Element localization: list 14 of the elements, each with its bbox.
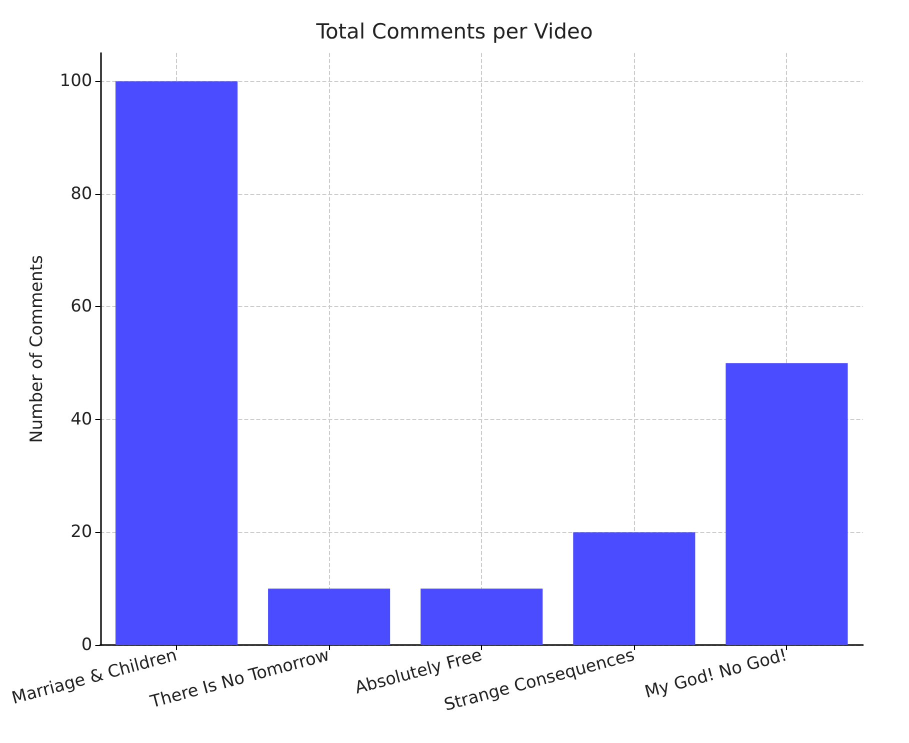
x-tick-label: My God! No God! xyxy=(642,645,790,703)
y-tick-label: 100 xyxy=(60,71,92,92)
bar xyxy=(420,588,543,645)
y-tick-label: 0 xyxy=(81,635,92,655)
y-axis-title: Number of Comments xyxy=(26,255,47,443)
y-tick-label: 60 xyxy=(70,296,92,317)
y-tick-label: 80 xyxy=(70,184,92,204)
y-tick-label: 20 xyxy=(70,522,92,542)
chart-title: Total Comments per Video xyxy=(315,20,593,44)
bar xyxy=(268,588,390,645)
bar xyxy=(573,532,696,645)
bar xyxy=(726,363,848,645)
y-tick-label: 40 xyxy=(70,409,92,430)
bar xyxy=(116,81,238,645)
